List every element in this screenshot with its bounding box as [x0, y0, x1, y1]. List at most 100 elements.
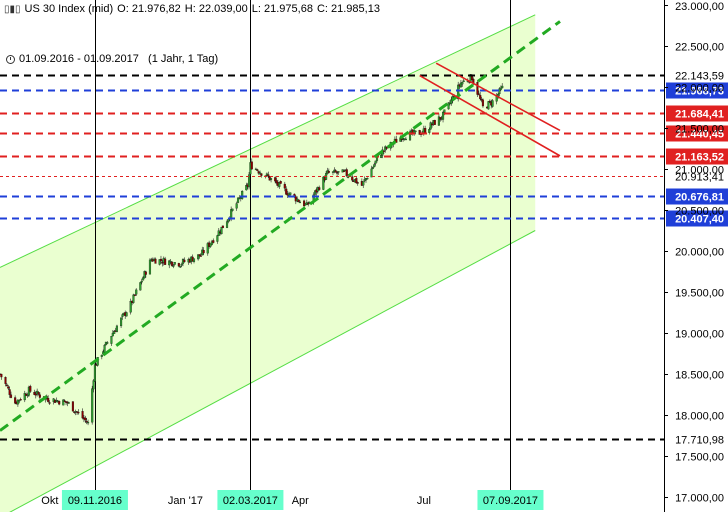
low-value: L: 21.975,68 [251, 3, 313, 15]
channel-upper-line [0, 14, 536, 268]
candle-body [159, 258, 163, 262]
candle-body [408, 131, 412, 141]
candle-body [428, 129, 431, 133]
level-tag-label: 21.968,73 [675, 86, 724, 98]
candle-body [132, 294, 135, 303]
level-tag-label: 20.676,81 [675, 192, 724, 204]
candle-body [106, 342, 109, 344]
x-date-tag [61, 490, 128, 510]
candle-body [371, 167, 374, 169]
x-date-tag [217, 490, 284, 510]
candle-body [443, 109, 446, 113]
candle-body [488, 100, 491, 103]
candle-body [433, 119, 436, 125]
candle-body [38, 394, 41, 398]
candle-body [58, 401, 61, 405]
candle-body [477, 93, 480, 95]
candle-body [457, 84, 460, 100]
candle-body [221, 225, 224, 229]
x-date-tag-label: 09.11.2016 [68, 495, 122, 507]
candle-body [9, 394, 13, 398]
trend-line [0, 20, 561, 432]
candle-body [133, 294, 136, 296]
level-label: 17.710,98 [675, 435, 724, 447]
period-text: 01.09.2016 - 01.09.2017 (1 Jahr, 1 Tag) [19, 53, 219, 65]
candle-body [318, 187, 321, 190]
candle-body [314, 190, 317, 195]
clock-icon[interactable] [6, 54, 15, 64]
candle-body [476, 82, 479, 95]
x-tick-label: Apr [292, 495, 309, 507]
candle-body [441, 112, 445, 120]
y-tick-label: 21.000,00 [675, 165, 724, 177]
candle-body [375, 157, 379, 161]
candle-body [279, 181, 282, 184]
level-tag [666, 148, 728, 165]
candle-body [210, 241, 213, 245]
candle-body [87, 421, 90, 424]
candle-body [180, 263, 183, 266]
candle-body [148, 259, 152, 275]
candle-body [331, 171, 335, 173]
level-tag-label: 21.440,45 [675, 129, 724, 141]
candle-body [144, 271, 147, 275]
level-tag [666, 210, 728, 227]
candle-body [14, 397, 17, 404]
y-tick-label: 18.000,00 [675, 411, 724, 423]
candle-body [7, 386, 10, 389]
candle-body [67, 402, 70, 404]
candle-body [4, 377, 7, 384]
candle-body [92, 380, 95, 390]
candle-body [19, 399, 22, 401]
candle-body [414, 130, 417, 133]
y-tick-label: 22.000,00 [675, 83, 724, 95]
candle-body [100, 354, 103, 357]
candle-body [342, 170, 346, 172]
candle-body [47, 398, 50, 402]
trend-line [435, 62, 561, 132]
candle-body [63, 400, 66, 402]
candle-body [370, 168, 373, 178]
candle-body [404, 138, 407, 141]
candle-body [172, 265, 175, 267]
candle-body [192, 258, 196, 262]
high-value: H: 22.039,00 [184, 3, 248, 15]
x-tick-label: Okt [41, 495, 58, 507]
candle-body [297, 199, 300, 202]
candle-body [37, 392, 40, 395]
candle-body [5, 384, 8, 387]
x-tick-label: Jul [417, 495, 431, 507]
candle-body [197, 254, 200, 260]
candle-body [351, 176, 354, 181]
candle-body [245, 185, 248, 191]
candle-body [278, 182, 281, 187]
candle-body [103, 344, 106, 353]
candle-body [115, 325, 119, 332]
y-tick-label: 18.500,00 [675, 370, 724, 382]
candle-body [257, 171, 260, 174]
candle-body [260, 173, 263, 176]
candle-body [256, 169, 259, 171]
candle-body [0, 373, 3, 378]
candle-body [241, 191, 244, 199]
period-info: 01.09.2016 - 01.09.2017 (1 Jahr, 1 Tag) [6, 53, 218, 65]
level-tag [666, 188, 728, 205]
candle-body [158, 259, 161, 265]
candle-body [209, 243, 212, 247]
candle-body [247, 174, 251, 188]
candle-body [161, 262, 164, 264]
candle-body [450, 99, 453, 104]
candle-body [303, 200, 306, 207]
candle-body [285, 188, 288, 195]
candlestick-icon[interactable]: ▯▮▯ [4, 3, 21, 15]
close-value: C: 21.985,13 [316, 3, 380, 15]
y-tick-label: 17.000,00 [675, 493, 724, 505]
candle-body [183, 259, 186, 263]
candle-body [173, 262, 176, 265]
candle-body [447, 102, 450, 110]
candle-body [206, 243, 209, 254]
y-tick-label: 20.000,00 [675, 247, 724, 259]
candle-body [289, 192, 292, 195]
candle-body [120, 317, 123, 327]
candle-body [298, 201, 302, 204]
